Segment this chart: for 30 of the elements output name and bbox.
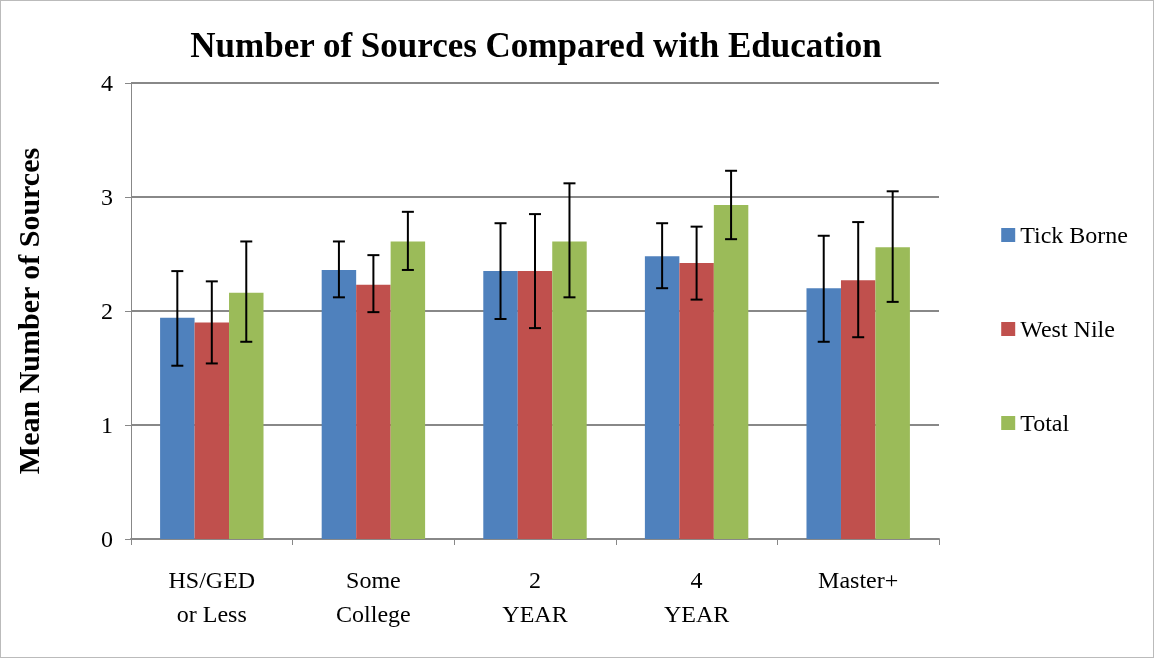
y-tick-label: 3 xyxy=(101,184,113,210)
y-tick-label: 0 xyxy=(101,526,113,552)
legend-label: West Nile xyxy=(1020,316,1115,342)
x-tick-label: Master+ xyxy=(818,567,899,593)
y-tick-label: 2 xyxy=(101,298,113,324)
y-tick-label: 1 xyxy=(101,412,113,438)
bar xyxy=(806,288,841,539)
x-tick-label: HS/GED or Less xyxy=(168,567,256,627)
bar xyxy=(713,204,749,539)
bar xyxy=(483,271,518,539)
x-tick-label: Some College xyxy=(336,567,411,627)
legend-label: Tick Borne xyxy=(1020,222,1129,248)
bar xyxy=(552,241,587,539)
chart-title: Number of Sources Compared with Education xyxy=(190,26,882,65)
legend-label: Total xyxy=(1020,410,1070,436)
y-axis-title: Mean Number of Sources xyxy=(11,147,45,475)
bar xyxy=(194,322,230,539)
bar xyxy=(875,247,910,539)
bar xyxy=(679,263,714,539)
x-tick-label: 2 YEAR xyxy=(502,567,568,627)
bar xyxy=(840,280,876,539)
bar xyxy=(356,284,391,539)
bar xyxy=(321,269,357,539)
bar xyxy=(160,317,195,539)
bar xyxy=(644,256,680,539)
x-tick-label: 4 YEAR xyxy=(663,567,730,627)
bar xyxy=(390,241,426,539)
bar xyxy=(517,271,553,539)
y-tick-label: 4 xyxy=(101,70,113,96)
bar xyxy=(229,292,264,539)
